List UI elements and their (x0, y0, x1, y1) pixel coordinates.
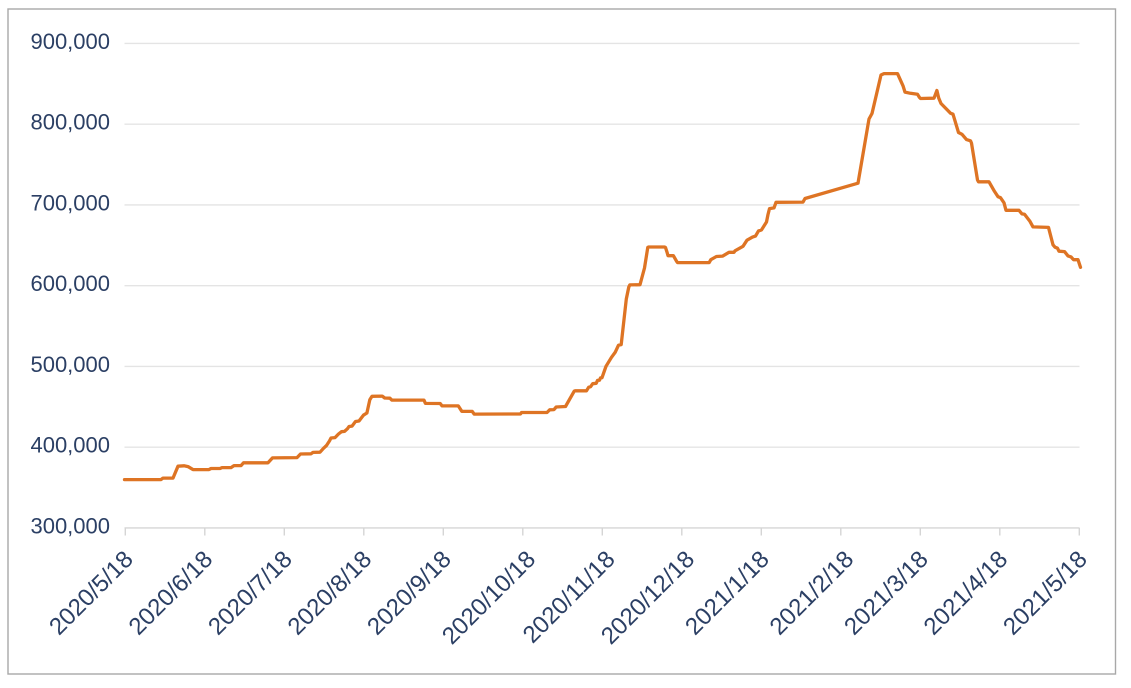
svg-text:300,000: 300,000 (30, 513, 110, 538)
svg-text:600,000: 600,000 (30, 271, 110, 296)
svg-text:700,000: 700,000 (30, 190, 110, 215)
svg-text:500,000: 500,000 (30, 352, 110, 377)
svg-text:900,000: 900,000 (30, 29, 110, 54)
svg-text:400,000: 400,000 (30, 433, 110, 458)
svg-text:800,000: 800,000 (30, 110, 110, 135)
